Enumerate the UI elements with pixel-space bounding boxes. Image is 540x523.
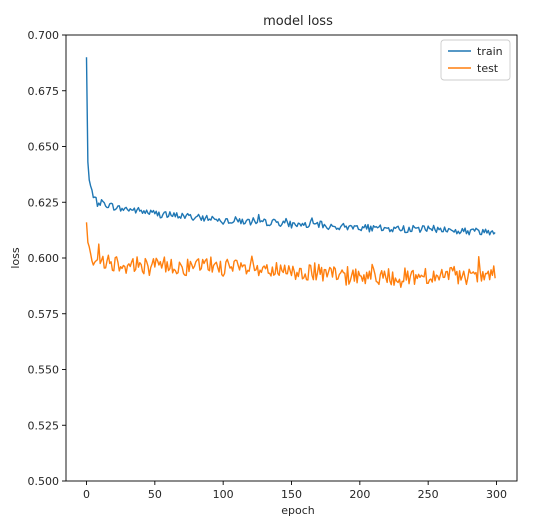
y-tick-label: 0.525 bbox=[28, 419, 60, 432]
y-axis: 0.500 0.525 0.550 0.575 0.600 0.625 0.650 0.675… bbox=[28, 29, 66, 488]
plot-lines bbox=[85, 57, 496, 288]
plot-area-frame bbox=[65, 34, 518, 482]
legend: train test bbox=[440, 39, 511, 81]
legend-label-test: test bbox=[477, 62, 499, 75]
x-tick-label: 150 bbox=[281, 488, 302, 501]
x-tick-label: 250 bbox=[418, 488, 439, 501]
x-axis: 0 50 100 150 200 250 300 bbox=[83, 481, 507, 501]
y-tick-label: 0.650 bbox=[28, 141, 60, 154]
series-line-test bbox=[85, 222, 496, 288]
legend-box bbox=[440, 39, 511, 81]
y-tick-label: 0.625 bbox=[28, 196, 60, 209]
x-tick-label: 300 bbox=[486, 488, 507, 501]
axes-frame bbox=[65, 34, 518, 482]
y-tick-label: 0.700 bbox=[28, 29, 60, 42]
x-tick-label: 200 bbox=[349, 488, 370, 501]
series-line-train bbox=[85, 57, 496, 236]
y-tick-label: 0.675 bbox=[28, 85, 60, 98]
y-tick-label: 0.600 bbox=[28, 252, 60, 265]
y-tick-label: 0.550 bbox=[28, 364, 60, 377]
y-tick-label: 0.500 bbox=[28, 475, 60, 488]
x-tick-label: 100 bbox=[213, 488, 234, 501]
y-tick-label: 0.575 bbox=[28, 308, 60, 321]
x-tick-label: 50 bbox=[148, 488, 162, 501]
chart-title: model loss bbox=[263, 14, 333, 29]
legend-label-train: train bbox=[477, 45, 503, 58]
y-axis-label: loss bbox=[9, 247, 22, 269]
x-tick-label: 0 bbox=[83, 488, 90, 501]
x-axis-label: epoch bbox=[281, 504, 315, 517]
